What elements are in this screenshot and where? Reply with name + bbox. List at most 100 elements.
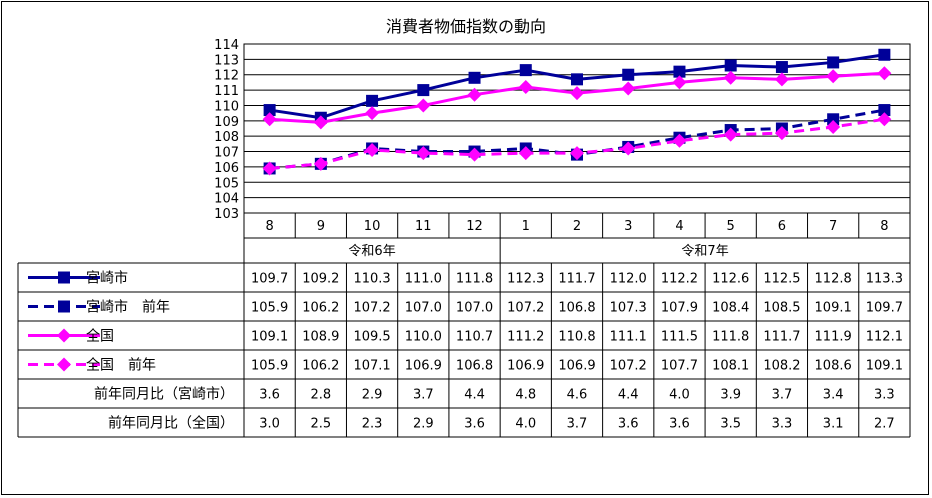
- table-cell: 111.8: [456, 272, 493, 287]
- series-line: [269, 117, 885, 170]
- table-cell: 106.9: [558, 359, 595, 374]
- table-cell: 2.5: [311, 417, 332, 432]
- data-point-square: [468, 71, 481, 84]
- x-tick-label: 4: [675, 219, 683, 234]
- table-cell: 3.1: [823, 417, 844, 432]
- y-tick-label: 103: [214, 207, 239, 222]
- table-cell: 109.5: [353, 330, 390, 345]
- table-cell: 108.9: [302, 330, 339, 345]
- data-point-diamond: [826, 69, 841, 84]
- data-point-diamond: [621, 141, 636, 156]
- data-point-diamond: [518, 146, 533, 161]
- data-point-diamond: [570, 146, 584, 161]
- table-cell: 3.6: [259, 388, 280, 403]
- x-tick-label: 3: [624, 219, 632, 234]
- y-tick-label: 107: [214, 146, 239, 161]
- table-cell: 111.9: [815, 330, 852, 345]
- table-cell: 111.1: [610, 330, 647, 345]
- table-cell: 112.5: [763, 272, 800, 287]
- y-tick-label: 111: [214, 84, 239, 99]
- data-point-square: [775, 61, 788, 74]
- x-tick-label: 8: [265, 219, 273, 234]
- table-cell: 112.8: [815, 272, 852, 287]
- y-tick-label: 104: [214, 192, 239, 207]
- legend-marker-square: [58, 271, 70, 284]
- table-cell: 109.1: [815, 301, 852, 316]
- y-tick-label: 109: [214, 115, 239, 130]
- x-tick-label: 11: [415, 219, 432, 234]
- row-label: 前年同月比（宮崎市）: [94, 386, 234, 403]
- table-cell: 107.0: [405, 301, 442, 316]
- y-tick-label: 105: [214, 176, 239, 191]
- table-cell: 2.3: [362, 417, 383, 432]
- table-cell: 4.4: [618, 388, 639, 403]
- legend-label: 全国 前年: [86, 357, 156, 374]
- table-cell: 112.3: [507, 272, 544, 287]
- x-tick-label: 5: [727, 219, 735, 234]
- data-point-diamond: [365, 106, 380, 121]
- table-cell: 3.5: [720, 417, 741, 432]
- series-layer: [262, 48, 892, 176]
- table-cell: 2.9: [362, 388, 383, 403]
- legend-marker-square: [58, 300, 70, 313]
- x-tick-label: 2: [573, 219, 581, 234]
- data-point-diamond: [877, 66, 892, 81]
- data-point-square: [878, 48, 891, 61]
- table-cell: 109.1: [866, 359, 903, 374]
- table-cell: 3.3: [772, 417, 793, 432]
- table-cell: 108.2: [763, 359, 800, 374]
- table-cell: 106.9: [405, 359, 442, 374]
- data-point-diamond: [313, 115, 328, 130]
- table-cell: 4.8: [515, 388, 536, 403]
- y-tick-label: 114: [214, 38, 239, 53]
- data-point-square: [622, 68, 635, 81]
- data-point-diamond: [313, 156, 328, 171]
- row-label: 前年同月比（全国）: [108, 415, 234, 432]
- y-tick-label: 108: [214, 130, 239, 145]
- table-cell: 109.1: [251, 330, 288, 345]
- data-point-square: [724, 59, 737, 72]
- table-cell: 3.4: [823, 388, 844, 403]
- data-point-diamond: [570, 86, 584, 101]
- table-cell: 108.6: [815, 359, 852, 374]
- table-cell: 2.9: [413, 417, 434, 432]
- table-cell: 3.9: [720, 388, 741, 403]
- legend-label: 宮崎市: [86, 270, 128, 287]
- table-cell: 106.9: [507, 359, 544, 374]
- data-point-square: [417, 84, 430, 97]
- table-cell: 3.0: [259, 417, 280, 432]
- table-cell: 111.0: [405, 272, 442, 287]
- data-point-square: [263, 104, 276, 117]
- legend-marker-diamond: [57, 357, 71, 372]
- data-point-diamond: [518, 80, 533, 95]
- table-cell: 112.1: [866, 330, 903, 345]
- data-point-diamond: [774, 126, 789, 141]
- data-point-square: [366, 94, 379, 107]
- data-point-square: [673, 65, 686, 78]
- data-point-diamond: [672, 75, 687, 90]
- table-cell: 111.2: [507, 330, 544, 345]
- table-cell: 108.5: [763, 301, 800, 316]
- table-cell: 4.4: [464, 388, 485, 403]
- data-point-diamond: [262, 161, 277, 176]
- table-cell: 111.8: [712, 330, 749, 345]
- x-tick-label: 1: [522, 219, 530, 234]
- table-cell: 110.8: [558, 330, 595, 345]
- data-point-diamond: [672, 133, 687, 148]
- table-cell: 110.0: [405, 330, 442, 345]
- table-cell: 3.6: [464, 417, 485, 432]
- x-tick-label: 9: [317, 219, 325, 234]
- x-tick-label: 6: [778, 219, 786, 234]
- y-tick-label: 106: [214, 161, 239, 176]
- table-cell: 106.8: [558, 301, 595, 316]
- table-cell: 111.5: [661, 330, 698, 345]
- table-cell: 111.7: [763, 330, 800, 345]
- table-cell: 112.0: [610, 272, 647, 287]
- chart-title: 消費者物価指数の動向: [386, 17, 546, 36]
- x-tick-label: 8: [880, 219, 888, 234]
- data-point-diamond: [467, 147, 482, 162]
- table-cell: 107.2: [507, 301, 544, 316]
- table-cell: 2.7: [874, 417, 895, 432]
